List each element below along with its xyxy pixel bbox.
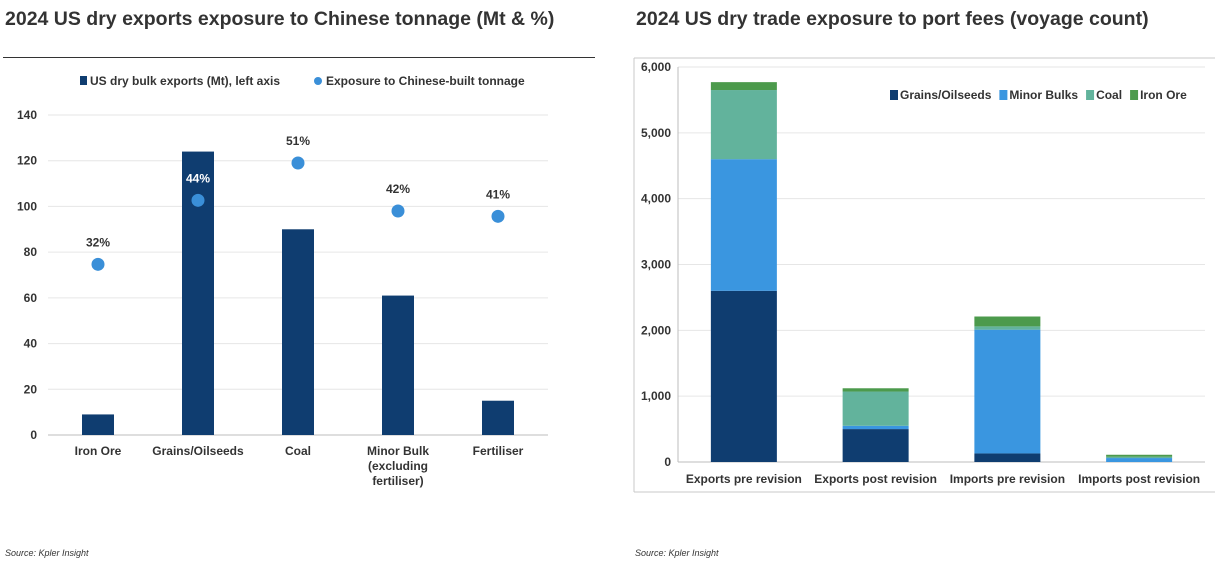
- legend-label: Iron Ore: [1140, 88, 1187, 102]
- legend-label: Minor Bulks: [1009, 88, 1078, 102]
- bar-segment: [710, 290, 777, 462]
- port-fees-chart: 0 1,000 2,000 3,000 4,000 5,000 6,000 Exports p…: [633, 57, 1215, 493]
- y-tick-label: 0: [664, 455, 671, 469]
- data-label: 51%: [286, 134, 310, 148]
- bar-segment: [842, 429, 909, 462]
- y-tick-label: 60: [24, 291, 38, 305]
- category-label: Iron Ore: [75, 444, 122, 458]
- bar-segment: [974, 316, 1041, 327]
- exposure-point: [191, 193, 205, 207]
- bar-segment: [842, 391, 909, 426]
- bar-segment: [1106, 458, 1173, 462]
- category-label: Exports post revision: [814, 472, 937, 486]
- legend-swatch-point: [314, 77, 322, 85]
- legend-label: US dry bulk exports (Mt), left axis: [90, 74, 280, 88]
- bar-segment: [710, 159, 777, 291]
- category-label: Coal: [285, 444, 311, 458]
- bar-segment: [974, 329, 1041, 454]
- bar: [382, 295, 414, 435]
- bar: [282, 229, 314, 435]
- bar-segment: [1106, 456, 1173, 459]
- title-divider: [3, 57, 595, 58]
- category-label: Minor Bulk: [367, 444, 429, 458]
- data-label: 42%: [386, 182, 410, 196]
- exposure-point: [291, 156, 305, 170]
- bar-segment: [974, 453, 1041, 462]
- bar-segment: [710, 90, 777, 160]
- y-tick-label: 20: [24, 382, 38, 396]
- bar-segment: [1106, 454, 1173, 457]
- y-tick-label: 100: [17, 199, 37, 213]
- category-label: Fertiliser: [473, 444, 524, 458]
- category-label: Imports pre revision: [950, 472, 1065, 486]
- y-tick-label: 1,000: [641, 389, 671, 403]
- category-label: Grains/Oilseeds: [152, 444, 244, 458]
- chart-panel-right: 2024 US dry trade exposure to port fees …: [630, 0, 1215, 567]
- chart-title: 2024 US dry trade exposure to port fees …: [636, 8, 1149, 30]
- bar-segment: [842, 425, 909, 430]
- legend-swatch: [999, 90, 1008, 100]
- category-label: Imports post revision: [1078, 472, 1200, 486]
- category-label: Exports pre revision: [686, 472, 802, 486]
- source-note: Source: Kpler Insight: [5, 548, 89, 558]
- chart-panel-left: 2024 US dry exports exposure to Chinese …: [0, 0, 600, 567]
- y-tick-label: 80: [24, 245, 38, 259]
- legend-swatch: [1086, 90, 1095, 100]
- category-label: fertiliser): [372, 474, 423, 488]
- exposure-point: [391, 204, 405, 218]
- y-tick-label: 2,000: [641, 323, 671, 337]
- exposure-point: [91, 257, 105, 271]
- legend-swatch: [890, 90, 898, 100]
- bar-segment: [974, 326, 1041, 330]
- y-tick-label: 40: [24, 337, 38, 351]
- legend-swatch: [1130, 90, 1139, 100]
- legend-label: Exposure to Chinese-built tonnage: [326, 74, 525, 88]
- bar: [482, 400, 514, 435]
- legend-label: Grains/Oilseeds: [900, 88, 992, 102]
- bar-segment: [710, 82, 777, 91]
- source-note: Source: Kpler Insight: [635, 548, 719, 558]
- y-tick-label: 120: [17, 154, 37, 168]
- y-tick-label: 0: [30, 428, 37, 442]
- y-tick-label: 6,000: [641, 60, 671, 74]
- y-tick-label: 4,000: [641, 192, 671, 206]
- y-tick-label: 3,000: [641, 258, 671, 272]
- legend-swatch-bar: [80, 76, 87, 85]
- category-label: (excluding: [368, 459, 428, 473]
- exposure-point: [491, 209, 505, 223]
- bar-segment: [842, 388, 909, 392]
- data-label: 32%: [86, 235, 110, 249]
- legend-label: Coal: [1096, 88, 1122, 102]
- y-tick-label: 5,000: [641, 126, 671, 140]
- y-tick-label: 140: [17, 108, 37, 122]
- bar: [82, 414, 114, 435]
- data-label: 44%: [186, 171, 210, 185]
- data-label: 41%: [486, 187, 510, 201]
- chart-title: 2024 US dry exports exposure to Chinese …: [5, 8, 555, 30]
- exports-exposure-chart: 0 20 40 60 80 100 120 140 32% Iron Ore 44% Grains/O…: [17, 74, 548, 488]
